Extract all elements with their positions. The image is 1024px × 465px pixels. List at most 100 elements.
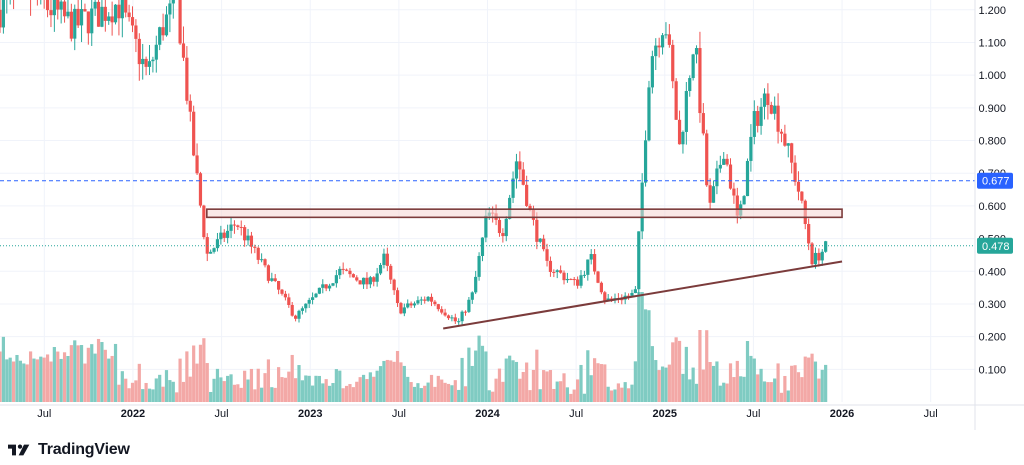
volume-bar — [565, 387, 570, 402]
candle-body — [470, 292, 474, 300]
volume-bar — [73, 340, 77, 402]
candle-body — [209, 251, 213, 254]
volume-bar — [552, 388, 556, 402]
volume-bar — [528, 390, 532, 402]
candle-body — [484, 215, 488, 238]
y-tick-label: 0.200 — [978, 332, 1006, 344]
candle-body — [582, 274, 587, 276]
candle-body — [480, 237, 485, 256]
candle-body — [810, 243, 814, 265]
candle-body — [654, 45, 658, 57]
candle-body — [501, 233, 505, 237]
volume-bar — [144, 382, 148, 402]
candle-body — [334, 275, 338, 284]
candle-body — [647, 87, 651, 141]
candle-body — [134, 25, 138, 39]
candle-body — [552, 271, 556, 273]
volume-bar — [436, 375, 440, 402]
volume-bar — [175, 392, 179, 402]
volume-bar — [698, 329, 702, 402]
candle-body — [372, 277, 376, 282]
candle-body — [263, 259, 267, 266]
volume-bar — [477, 335, 481, 402]
volume-bar — [15, 354, 19, 402]
candlestick-series — [0, 0, 828, 326]
candle-body — [745, 160, 750, 197]
volume-bar — [141, 389, 145, 402]
volume-bar — [222, 381, 226, 402]
candle-body — [232, 224, 237, 226]
volume-bar — [266, 359, 271, 402]
candle-body — [576, 279, 580, 286]
volume-bar — [756, 374, 760, 402]
x-tick-label: Jul — [746, 408, 760, 420]
volume-bar — [470, 365, 474, 402]
candle-body — [562, 272, 566, 281]
volume-bar — [164, 370, 169, 402]
volume-bar — [120, 371, 124, 402]
volume-bar — [569, 393, 573, 402]
candle-body — [243, 227, 247, 241]
price-axis[interactable]: 0.1000.2000.3000.4000.5000.6000.7000.800… — [974, 0, 1024, 430]
candle-body — [331, 283, 335, 286]
candle-body — [565, 278, 570, 281]
candle-body — [317, 287, 321, 294]
volume-bar — [11, 361, 16, 402]
volume-bar — [708, 362, 712, 402]
volume-bar — [504, 358, 508, 402]
candle-body — [158, 27, 162, 45]
volume-bar — [0, 351, 2, 402]
volume-bar — [817, 378, 821, 402]
candle-body — [130, 17, 135, 26]
candle-body — [606, 298, 610, 301]
volume-bar — [22, 363, 26, 402]
volume-bar — [45, 354, 50, 402]
volume-bar — [820, 369, 824, 402]
candle-body — [219, 232, 223, 240]
candle-body — [630, 293, 634, 296]
candle-body — [457, 321, 461, 323]
volume-bar — [633, 361, 637, 402]
volume-bar — [630, 384, 634, 402]
volume-bar — [793, 365, 797, 402]
candle-body — [732, 188, 736, 196]
resistance-zone[interactable] — [206, 208, 843, 219]
candle-body — [511, 178, 515, 198]
volume-bar — [586, 350, 590, 402]
candle-body — [392, 279, 396, 291]
candle-body — [341, 268, 345, 270]
tradingview-logo-icon — [8, 444, 30, 456]
y-tick-label: 0.100 — [978, 364, 1006, 376]
volume-bar — [514, 361, 519, 402]
tradingview-logo[interactable]: TradingView — [8, 438, 130, 462]
candle-body — [548, 260, 553, 272]
volume-bar — [42, 357, 46, 402]
candle-body — [640, 182, 644, 232]
volume-bar — [613, 389, 617, 402]
candle-body — [742, 196, 746, 205]
candle-body — [762, 93, 767, 107]
volume-bar — [688, 379, 692, 402]
volume-bar — [810, 353, 814, 402]
volume-bar — [722, 382, 726, 402]
candle-body — [674, 81, 678, 120]
volume-bar — [59, 358, 63, 402]
volume-bar — [548, 370, 553, 402]
candle-body — [147, 61, 152, 67]
volume-bar — [8, 357, 12, 402]
candle-body — [525, 184, 529, 206]
candle-body — [426, 296, 430, 301]
candle-body — [1, 0, 5, 28]
candle-body — [626, 295, 631, 297]
volume-bar — [28, 351, 33, 402]
volume-bar — [406, 376, 410, 402]
candle-body — [399, 303, 403, 314]
volume-bars — [0, 292, 828, 402]
volume-bar — [711, 365, 716, 402]
volume-bar — [745, 341, 750, 402]
support-trendline[interactable] — [443, 260, 843, 330]
volume-bar — [671, 342, 675, 402]
current-price-badge — [977, 237, 1013, 254]
time-axis[interactable]: Jul 2022 Jul 2023 Jul 2024 Jul 2025 Jul 2026 Jul — [0, 404, 1024, 420]
